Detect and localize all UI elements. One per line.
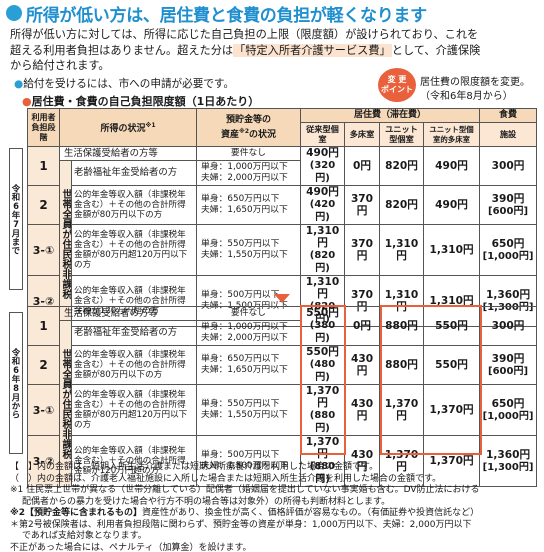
header-food: 食費 [479,108,538,123]
table-row: 1 生活保護受給者の方等 要件なし 550円 (380円) 0円 880円 550… [27,306,538,346]
change-note: 居住費の限度額を変更。 （令和6年8月から） [420,77,530,102]
footnote: であれば支給対象となります。 [22,531,147,541]
table-row: 1 生活保護受給者の方等 要件なし 490円 (320円) 0円 820円 490… [27,146,538,186]
period-label-before: 令和6年7月まで [9,148,23,290]
application-note: ●給付を受けるには、市への申請が必要です。 [14,78,235,90]
period-label-after: 令和6年8月から [9,312,23,454]
household-label: 世帯全員が住民税非課税 [59,160,72,327]
footnote: ＊第2号被保険者は、利用者負担段階に関わらず、預貯金等の資産が単身：1,000万… [10,519,472,530]
bullet-icon: ● [22,95,32,108]
header-res-col: 従来型個室 [300,122,345,147]
table-row: 3-① 公的年金等収入額（非課税年金含む）＋その他の合計所得金額が80万円超12… [27,224,538,276]
intro-line: 所得が低い方に対しては、所得に応じた自己負担の上限（限度額）が設けられており、こ… [10,28,479,41]
footnote: ※1 住民票上世帯が異なる（世帯分離している）配偶者（婚姻届を提出していない事実… [10,485,480,495]
header-residence: 居住費（滞在費） [299,108,481,123]
table-row: 2 公的年金等収入額（非課税年金含む）＋その他の合計所得金額が80万円以下の方 … [27,345,538,385]
bullet-icon: ● [14,78,24,90]
table-title: ●居住費・食費の自己負担限度額（1日あたり） [22,95,260,108]
highlight-term: 「特定入所者介護サービス費」 [233,43,392,57]
footnote: 【 】内の金額は、短期入所生活介護または短期入所療養介護を利用した場合の金額です… [10,462,379,472]
intro-line: から給付されます。 [10,59,110,72]
table-row: 2 公的年金等収入額（非課税年金含む）＋その他の合計所得金額が80万円以下の方 … [27,185,538,225]
change-point-badge: 変 更 ポイント [378,68,416,102]
footnote: 配偶者からの暴力を受けた場合や行方不明の場合等は対象外）の所得も判断材料とします… [22,496,391,507]
header-stage: 利用者負担段階 [27,108,60,147]
footnotes: 【 】内の金額は、短期入所生活介護または短期入所療養介護を利用した場合の金額です… [10,462,538,552]
header-food-col: 施設 [479,122,538,147]
page-title: 所得が低い方は、居住費と食費の負担が軽くなります [26,5,427,26]
intro-paragraph: 所得が低い方に対しては、所得に応じた自己負担の上限（限度額）が設けられており、こ… [10,27,538,74]
footnote: （ ）内の金額は、介護老人福祉施設に入所した場合または短期入所生活介護を利用した… [10,473,442,484]
table-row: 3-① 公的年金等収入額（非課税年金含む）＋その他の合計所得金額が80万円超12… [27,384,538,436]
header-res-col: ユニット型個室 [379,122,424,147]
bullet-icon [6,5,22,21]
footnote: 不正があった場合には、ペナルティ（加算金）を設けます。 [10,542,252,552]
page-title-row: 所得が低い方は、居住費と食費の負担が軽くなります [6,2,540,26]
table-row: 世帯全員が住民税非課税 老齢福祉年金受給者の方 単身：1,000万円以下 夫婦：2… [28,160,537,327]
household-label: 世帯全員が住民税非課税 [59,320,72,487]
arrow-down-icon [274,294,290,303]
table-row: 3-② 公的年金等収入額（非課税年金含む）＋その他の合計所得金額が120万円超の… [27,435,538,487]
header-res-col: ユニット型個室的多床室 [422,122,481,147]
footnote: ※2【預貯金等に含まれるもの】資産性があり、換金性が高く、価格評価が容易なもの。… [10,508,480,518]
header-asset: 預貯金等の 資産※2の状況 [196,108,301,147]
limit-table-after: 1 生活保護受給者の方等 要件なし 550円 (380円) 0円 880円 550… [27,306,538,487]
header-income: 所得の状況※1 [59,108,197,147]
intro-line: 超える利用者負担はありません。超えた分は「特定入所者介護サービス費」として、介護… [10,43,481,57]
header-res-col: 多床室 [344,122,380,147]
limit-table-before: 利用者負担段階 所得の状況※1 預貯金等の 資産※2の状況 居住費（滞在費） 食費… [27,108,538,327]
